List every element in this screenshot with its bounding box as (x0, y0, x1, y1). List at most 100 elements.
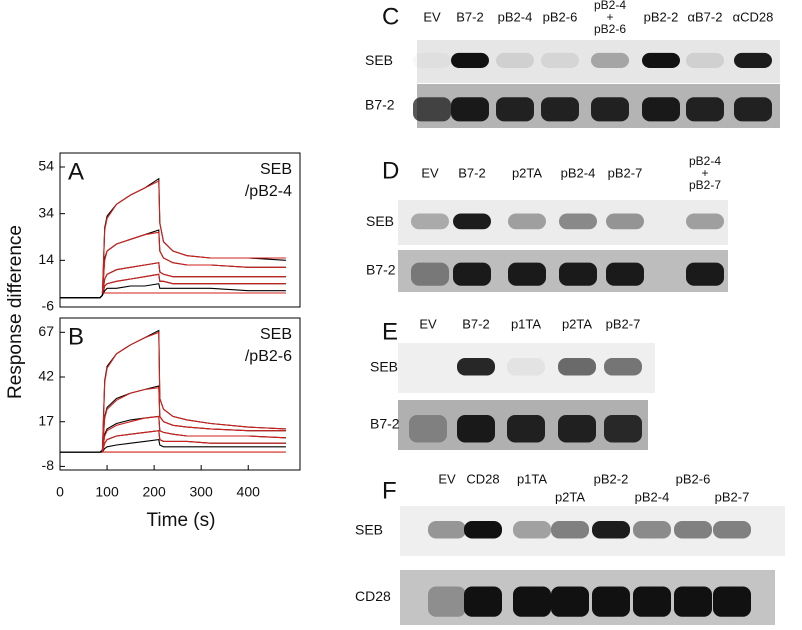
lane-label: B7-2 (456, 9, 483, 24)
lane-label: + (606, 10, 613, 24)
band (591, 97, 629, 122)
lane-label: pB2-2 (594, 471, 629, 486)
row-label: B7-2 (365, 97, 395, 113)
band (642, 52, 680, 68)
x-tick-label: 200 (142, 484, 166, 500)
lane-label: EV (423, 9, 441, 24)
lane-label: pB2-6 (543, 9, 578, 24)
y-tick-label: 67 (38, 323, 54, 339)
band (592, 521, 630, 539)
band (686, 52, 724, 68)
row-label: B7-2 (366, 262, 396, 278)
lane-label: pB2-4 (594, 0, 626, 12)
y-tick-label: 54 (38, 158, 54, 174)
band (496, 97, 534, 122)
band (592, 586, 630, 617)
sensorgram-line (60, 283, 286, 299)
band (508, 213, 546, 230)
sensorgram-line (101, 331, 286, 453)
lane-label: p2TA (562, 316, 592, 331)
panel-letter: F (382, 477, 397, 504)
lane-label: αB7-2 (688, 9, 723, 24)
band (411, 262, 449, 286)
y-tick-label: -6 (42, 298, 55, 314)
lane-label: p1TA (511, 316, 541, 331)
band (606, 262, 644, 286)
y-tick-label: 14 (38, 251, 54, 267)
band (558, 415, 596, 443)
band (464, 586, 502, 617)
sensorgram-line (101, 415, 286, 453)
y-tick-label: -8 (42, 457, 55, 473)
sensorgram-line (60, 438, 286, 453)
band (451, 97, 489, 122)
band (541, 97, 579, 122)
band (604, 415, 642, 443)
plot-frame (59, 152, 301, 308)
band (604, 358, 642, 376)
panel-letter: B (68, 323, 84, 350)
lane-label: pB2-7 (689, 178, 721, 192)
annotation: SEB (260, 161, 292, 178)
sensorgram-line (60, 385, 286, 453)
band (507, 415, 545, 443)
row-label: SEB (366, 213, 394, 229)
panel-letter: A (68, 158, 84, 185)
row-label: CD28 (355, 588, 391, 604)
lane-label: B7-2 (462, 316, 489, 331)
band (686, 213, 724, 230)
sensorgram-line (60, 229, 286, 299)
y-axis-label: Response difference (5, 225, 26, 399)
lane-label: EV (421, 165, 439, 180)
panel-letter: E (382, 318, 398, 345)
band (674, 586, 712, 617)
sensorgram-line (101, 273, 286, 294)
x-axis-label: Time (s) (147, 510, 216, 531)
lane-label: + (701, 166, 708, 180)
x-tick-label: 400 (237, 484, 261, 500)
band (451, 52, 489, 68)
annotation: /pB2-6 (245, 348, 292, 365)
band (686, 262, 724, 286)
lane-label: pB2-6 (676, 471, 711, 486)
lane-label: pB2-7 (715, 489, 750, 504)
sensorgram-line (60, 273, 286, 299)
band (674, 521, 712, 539)
row-label: SEB (365, 52, 393, 68)
band (513, 521, 551, 539)
band (686, 97, 724, 122)
band (413, 97, 451, 122)
lane-label: p1TA (517, 471, 547, 486)
band (559, 262, 597, 286)
band (413, 53, 451, 68)
annotation: /pB2-4 (245, 183, 292, 200)
lane-label: pB2-4 (689, 154, 721, 168)
band (411, 213, 449, 230)
x-tick-label: 300 (189, 484, 213, 500)
band (642, 97, 680, 122)
band (409, 415, 447, 443)
band (633, 521, 671, 539)
sensorgram-line (101, 430, 286, 453)
band (428, 521, 466, 539)
band (551, 521, 589, 539)
band (606, 213, 644, 230)
band (633, 586, 671, 617)
lane-label: pB2-6 (594, 22, 626, 36)
band (591, 52, 629, 68)
lane-label: pB2-4 (635, 489, 670, 504)
y-tick-label: 34 (38, 204, 54, 220)
plot-frame (59, 317, 301, 471)
band (453, 213, 491, 230)
panel-letter: D (382, 157, 399, 184)
y-tick-label: 17 (38, 412, 54, 428)
lane-label: EV (419, 316, 437, 331)
band (734, 97, 772, 122)
lane-label: pB2-7 (606, 316, 641, 331)
band (551, 586, 589, 617)
band (457, 358, 495, 376)
band (428, 586, 466, 617)
band (713, 586, 751, 617)
lane-label: EV (438, 471, 456, 486)
panel-letter: C (382, 3, 399, 30)
